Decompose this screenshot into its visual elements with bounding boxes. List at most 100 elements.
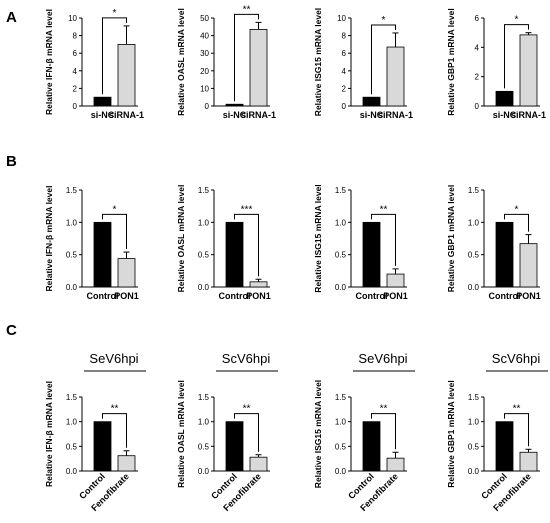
y-axis-label: Relative IFN-β mRNA level — [44, 381, 54, 487]
y-tick-label: 0.0 — [66, 467, 78, 476]
significance-label: ** — [111, 404, 119, 415]
y-axis-label: Relative ISG15 mRNA level — [313, 184, 323, 292]
y-tick-label: 30 — [200, 49, 209, 58]
y-tick-label: 0.5 — [468, 251, 480, 260]
y-tick-label: 2 — [342, 84, 347, 93]
y-tick-label: 0.0 — [198, 467, 210, 476]
significance-label: ** — [243, 4, 251, 15]
x-tick-label: siRNA-1 — [511, 110, 546, 120]
y-tick-label: 1.0 — [468, 218, 480, 227]
y-tick-label: 0.0 — [198, 283, 210, 292]
y-tick-label: 0.5 — [198, 251, 210, 260]
x-tick-label: PON1 — [516, 291, 541, 301]
y-tick-label: 1.5 — [468, 393, 480, 402]
y-tick-label: 1.5 — [468, 186, 480, 195]
y-tick-label: 0 — [475, 102, 480, 111]
y-tick-label: 1.0 — [198, 218, 210, 227]
bar-PON1 — [249, 281, 268, 288]
chart-title: SeV6hpi — [358, 351, 407, 366]
significance-bracket — [234, 13, 259, 102]
x-tick-label: si-NC — [493, 110, 517, 120]
x-tick-label: siRNA-1 — [109, 110, 144, 120]
bar-si-NC — [495, 90, 514, 107]
bar-Control — [495, 221, 514, 288]
y-tick-label: 1.0 — [198, 418, 210, 427]
significance-label: * — [113, 204, 117, 215]
significance-bracket — [371, 213, 396, 266]
bar-PON1 — [386, 273, 405, 288]
y-tick-label: 8 — [73, 32, 78, 41]
bar-chart-panel: 0 10 20 30 40 50 Relative OASL mRNA level si-NC… — [176, 4, 276, 120]
x-tick-label: PON1 — [383, 291, 408, 301]
y-axis-label: Relative GBP1 mRNA level — [446, 380, 456, 487]
y-tick-label: 4 — [342, 67, 347, 76]
y-tick-label: 1.0 — [66, 418, 78, 427]
y-tick-label: 1.5 — [66, 393, 78, 402]
y-tick-label: 1.0 — [66, 218, 78, 227]
y-tick-label: 20 — [200, 67, 209, 76]
bar-Fenofibrate — [386, 457, 405, 472]
y-tick-label: 1.5 — [335, 393, 347, 402]
bar-Control — [225, 221, 244, 288]
chart-title: ScV6hpi — [492, 351, 541, 366]
bar-si-NC — [225, 103, 244, 107]
significance-bracket — [504, 213, 529, 232]
bar-Control — [362, 421, 381, 472]
bar-chart-panel: 0 2 4 6 Relative GBP1 mRNA level si-NCsiRNA-1… — [446, 8, 546, 120]
y-tick-label: 2 — [73, 84, 78, 93]
y-tick-label: 0.0 — [335, 467, 347, 476]
y-axis-label: Relative GBP1 mRNA level — [446, 185, 456, 292]
significance-bracket — [102, 17, 127, 95]
y-tick-label: 0.5 — [335, 442, 347, 451]
bar-Fenofibrate — [249, 456, 268, 472]
bar-siRNA-1 — [249, 29, 268, 107]
y-tick-label: 1.5 — [66, 186, 78, 195]
y-tick-label: 10 — [68, 14, 77, 23]
y-tick-label: 6 — [342, 49, 347, 58]
row-B: B 0.0 0.5 1.0 1.5 Relative IFN-β mRNA level Co… — [6, 153, 541, 301]
y-tick-label: 0.5 — [335, 251, 347, 260]
y-tick-label: 1.5 — [335, 186, 347, 195]
y-tick-label: 10 — [337, 14, 346, 23]
bar-Fenofibrate — [117, 455, 136, 472]
significance-bracket — [234, 213, 259, 277]
y-axis-label: Relative ISG15 mRNA level — [313, 8, 323, 116]
bar-Control — [362, 221, 381, 288]
y-tick-label: 0.0 — [66, 283, 78, 292]
y-tick-label: 0 — [205, 102, 210, 111]
significance-label: * — [382, 15, 386, 26]
x-tick-label: si-NC — [223, 110, 247, 120]
y-tick-label: 4 — [73, 67, 78, 76]
bar-chart-panel: 0.0 0.5 1.0 1.5 Relative IFN-β mRNA level Con… — [44, 186, 139, 301]
y-axis-label: Relative IFN-β mRNA level — [44, 9, 54, 115]
y-tick-label: 0.5 — [66, 251, 78, 260]
bar-Control — [225, 421, 244, 472]
significance-label: ** — [380, 404, 388, 415]
x-tick-label: PON1 — [114, 291, 139, 301]
y-axis-label: Relative IFN-β mRNA level — [44, 186, 54, 292]
significance-bracket — [102, 413, 127, 448]
significance-bracket — [102, 213, 127, 250]
y-tick-label: 0.5 — [468, 442, 480, 451]
y-axis-label: Relative OASL mRNA level — [176, 185, 186, 293]
x-tick-label: siRNA-1 — [241, 110, 276, 120]
significance-label: ** — [513, 404, 521, 415]
y-tick-label: 0.0 — [468, 283, 480, 292]
bar-PON1 — [519, 243, 538, 288]
y-tick-label: 4 — [475, 43, 480, 52]
significance-label: *** — [241, 204, 253, 215]
y-axis-label: Relative GBP1 mRNA level — [446, 8, 456, 115]
significance-bracket — [504, 413, 529, 447]
panel-label: C — [6, 322, 17, 339]
y-tick-label: 6 — [73, 49, 78, 58]
y-tick-label: 0.0 — [335, 283, 347, 292]
bar-siRNA-1 — [519, 34, 538, 107]
y-tick-label: 6 — [475, 14, 480, 23]
